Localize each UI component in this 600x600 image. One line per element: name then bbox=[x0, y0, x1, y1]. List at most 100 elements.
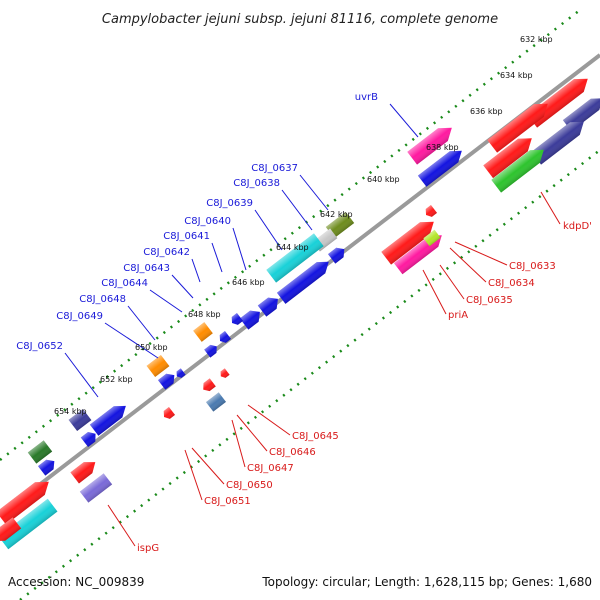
plus-gene-label[interactable]: C8J_0639 bbox=[206, 198, 253, 209]
gene-c8j-0647[interactable] bbox=[206, 392, 226, 412]
gene-block-11[interactable] bbox=[174, 368, 186, 379]
gene-block-14[interactable] bbox=[27, 440, 53, 464]
gene-c8j-0642[interactable] bbox=[239, 306, 264, 330]
gene-c8j-0641[interactable] bbox=[257, 293, 282, 317]
minus-gene-label[interactable]: priA bbox=[448, 310, 468, 321]
minus-gene-leader bbox=[231, 419, 246, 468]
gene-c8j-0640[interactable] bbox=[328, 244, 348, 264]
tick-label: 652 kbp bbox=[100, 375, 133, 384]
minus-gene-leader bbox=[236, 414, 268, 452]
plus-gene-leader bbox=[299, 174, 329, 211]
gene-c8j-0645[interactable] bbox=[200, 378, 216, 393]
outer-ruler bbox=[0, 9, 581, 461]
minus-gene-leader bbox=[422, 269, 447, 315]
minus-gene-label[interactable]: C8J_0633 bbox=[509, 261, 556, 272]
plus-gene-leader bbox=[389, 103, 419, 138]
minus-gene-label[interactable]: kdpD' bbox=[563, 221, 592, 232]
gene-c8j-0633[interactable] bbox=[423, 204, 438, 219]
minus-gene-leader bbox=[107, 504, 136, 547]
minus-gene-label[interactable]: C8J_0650 bbox=[226, 480, 273, 491]
accession-label: Accession: NC_009839 bbox=[8, 575, 144, 589]
gene-block-7[interactable] bbox=[325, 211, 355, 239]
gene-c8j-0649[interactable] bbox=[158, 370, 178, 390]
gene-block-5[interactable] bbox=[483, 132, 536, 179]
plus-gene-label[interactable]: C8J_0649 bbox=[56, 311, 103, 322]
tick-label: 638 kbp bbox=[426, 143, 459, 152]
tick-label: 650 kbp bbox=[135, 343, 168, 352]
tick-labels: 632 kbp 634 kbp 636 kbp 638 kbp 640 kbp 642 k… bbox=[54, 35, 553, 416]
genome-summary: Topology: circular; Length: 1,628,115 bp… bbox=[261, 575, 592, 589]
gene-c8j-0650[interactable] bbox=[161, 406, 176, 421]
tick-label: 644 kbp bbox=[276, 243, 309, 252]
gene-c8j-0652[interactable] bbox=[89, 400, 130, 436]
minus-gene-label[interactable]: ispG bbox=[137, 543, 159, 554]
gene-block-2[interactable] bbox=[487, 97, 552, 153]
minus-gene-leader bbox=[540, 191, 561, 225]
minus-gene-leader bbox=[191, 447, 225, 485]
plus-gene-label[interactable]: C8J_0641 bbox=[163, 231, 210, 242]
gene-block-17[interactable] bbox=[0, 498, 58, 550]
plus-gene-label[interactable]: C8J_0643 bbox=[123, 263, 170, 274]
minus-gene-label[interactable]: C8J_0651 bbox=[204, 496, 251, 507]
plus-gene-leader bbox=[104, 322, 159, 359]
gene-block-9[interactable] bbox=[193, 322, 213, 342]
plus-gene-label[interactable]: uvrB bbox=[355, 92, 378, 103]
gene-c8j-0651[interactable] bbox=[70, 457, 99, 484]
tick-label: 632 kbp bbox=[520, 35, 553, 44]
plus-gene-leader bbox=[64, 352, 99, 398]
gene-c8j-0643[interactable] bbox=[229, 312, 244, 327]
minus-gene-leader bbox=[247, 404, 291, 436]
tick-label: 646 kbp bbox=[232, 278, 265, 287]
tick-label: 642 kbp bbox=[320, 210, 353, 219]
minus-gene-label[interactable]: C8J_0645 bbox=[292, 431, 339, 442]
gene-ispG[interactable] bbox=[79, 473, 113, 503]
plus-gene-label[interactable]: C8J_0648 bbox=[79, 294, 126, 305]
gene-c8j-0638[interactable] bbox=[266, 233, 324, 283]
gene-priA[interactable] bbox=[381, 215, 438, 265]
gene-c8j-0634[interactable] bbox=[423, 229, 441, 247]
plus-gene-leader bbox=[171, 274, 194, 299]
plus-gene-leader bbox=[211, 242, 223, 273]
plus-gene-leader bbox=[149, 289, 183, 313]
minus-gene-leader bbox=[449, 247, 487, 283]
gene-block-6[interactable] bbox=[491, 143, 548, 193]
minus-gene-leader bbox=[454, 241, 508, 266]
plus-gene-leader bbox=[191, 258, 201, 283]
feature-track bbox=[0, 78, 600, 550]
gene-uvrb[interactable] bbox=[407, 121, 456, 165]
plus-gene-label[interactable]: C8J_0638 bbox=[233, 178, 280, 189]
gene-c8j-0639[interactable] bbox=[276, 256, 333, 304]
plus-gene-leader bbox=[254, 209, 283, 251]
gene-block-13[interactable] bbox=[80, 429, 99, 448]
tick-label: 640 kbp bbox=[367, 175, 400, 184]
tick-label: 648 kbp bbox=[188, 310, 221, 319]
plus-gene-label[interactable]: C8J_0642 bbox=[143, 247, 190, 258]
map-title: Campylobacter jejuni subsp. jejuni 81116… bbox=[102, 12, 498, 27]
gene-labels: uvrB C8J_0637 C8J_0638 C8J_0639 C8J_0640 C8J_… bbox=[16, 92, 592, 554]
tick-label: 634 kbp bbox=[500, 71, 533, 80]
plus-gene-label[interactable]: C8J_0644 bbox=[101, 278, 148, 289]
plus-gene-leader bbox=[281, 189, 313, 231]
minus-gene-label[interactable]: C8J_0635 bbox=[466, 295, 513, 306]
gene-block-18[interactable] bbox=[0, 517, 22, 546]
gene-block-15[interactable] bbox=[38, 456, 58, 476]
plus-gene-label[interactable]: C8J_0652 bbox=[16, 341, 63, 352]
tick-label: 654 kbp bbox=[54, 407, 87, 416]
gene-c8j-0648[interactable] bbox=[204, 342, 220, 358]
plus-gene-label[interactable]: C8J_0640 bbox=[184, 216, 231, 227]
minus-gene-leader bbox=[439, 264, 465, 300]
plus-gene-label[interactable]: C8J_0637 bbox=[251, 163, 298, 174]
minus-gene-label[interactable]: C8J_0647 bbox=[247, 463, 294, 474]
label-leaders bbox=[64, 103, 561, 547]
gene-c8j-0644[interactable] bbox=[217, 330, 232, 345]
gene-block-4[interactable] bbox=[531, 115, 588, 165]
gene-block-12[interactable] bbox=[68, 408, 92, 432]
gene-c8j-0637[interactable] bbox=[417, 145, 466, 187]
minus-gene-label[interactable]: C8J_0634 bbox=[488, 278, 535, 289]
gene-block-10[interactable] bbox=[146, 354, 170, 378]
minus-gene-leader bbox=[184, 449, 203, 501]
gene-block-16[interactable] bbox=[0, 475, 54, 525]
gene-c8j-0646[interactable] bbox=[218, 368, 230, 379]
minus-gene-label[interactable]: C8J_0646 bbox=[269, 447, 316, 458]
